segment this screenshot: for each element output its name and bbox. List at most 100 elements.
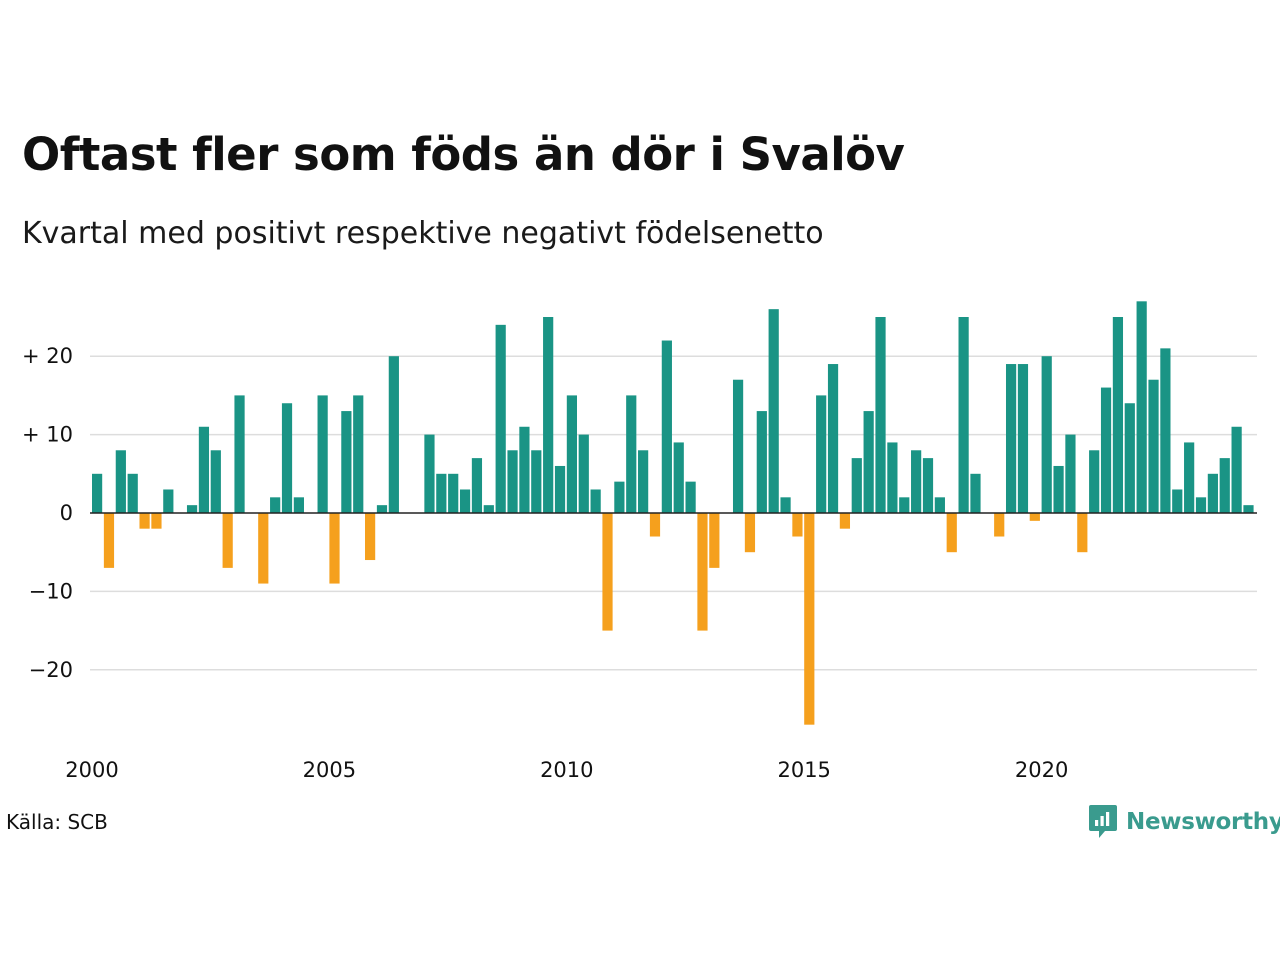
y-tick-label: 0 (60, 501, 73, 525)
bar (1065, 434, 1076, 513)
bar (1041, 356, 1052, 513)
bar (709, 513, 720, 568)
bar (1219, 458, 1230, 513)
x-tick-label: 2020 (1015, 758, 1068, 782)
bar (578, 434, 589, 513)
bar (234, 395, 245, 513)
bar (139, 513, 150, 529)
bar (1077, 513, 1088, 553)
bar (732, 379, 744, 513)
bar (970, 473, 981, 513)
brand-logo[interactable]: Newsworthy (1088, 803, 1280, 841)
bar (151, 513, 162, 529)
bar (697, 513, 708, 631)
bar (1124, 403, 1135, 513)
bar (792, 513, 803, 537)
bar (804, 513, 815, 725)
bar (851, 458, 862, 513)
bar (661, 340, 672, 513)
bar (495, 324, 506, 513)
bar (994, 513, 1005, 537)
bar (424, 434, 435, 513)
bar (1017, 364, 1029, 513)
chart-subtitle: Kvartal med positivt respektive negativt… (22, 216, 824, 251)
bar (638, 450, 649, 513)
bar (602, 513, 613, 631)
x-tick-label: 2000 (65, 758, 118, 782)
bar (258, 513, 269, 584)
bar (566, 395, 577, 513)
bar (554, 465, 566, 513)
bars (92, 301, 1254, 725)
bar (103, 513, 115, 568)
bar (1053, 465, 1064, 513)
newsworthy-logo-icon (1089, 805, 1117, 838)
bar (281, 403, 293, 513)
bar (1231, 426, 1242, 513)
source-note: Källa: SCB (6, 810, 108, 834)
bar (1160, 348, 1171, 513)
bar (198, 426, 210, 513)
y-axis-ticks: + 20 + 10 0 −10 −20 (22, 344, 73, 682)
bar-chart: + 20 + 10 0 −10 −20 2000 2005 2010 2015 2020 (22, 301, 1257, 782)
bar (329, 513, 340, 584)
bar (958, 317, 969, 513)
x-tick-label: 2005 (303, 758, 356, 782)
bar (531, 450, 542, 513)
bar (1195, 497, 1207, 513)
bar (1112, 317, 1124, 513)
bar (673, 442, 684, 513)
bar (685, 481, 696, 513)
x-axis-ticks: 2000 2005 2010 2015 2020 (65, 758, 1068, 782)
bar (507, 450, 518, 513)
bar (899, 497, 910, 513)
bar (519, 426, 530, 513)
bar (827, 364, 839, 513)
bar (626, 395, 637, 513)
bar (543, 317, 554, 513)
bar (922, 458, 934, 513)
x-tick-label: 2015 (777, 758, 830, 782)
bar (1029, 513, 1040, 521)
bar (1148, 379, 1159, 513)
y-tick-label: + 20 (22, 344, 73, 368)
bar (816, 395, 827, 513)
bar (1100, 387, 1112, 513)
bar (1005, 364, 1017, 513)
bar (1172, 489, 1183, 513)
bar (780, 497, 791, 513)
bar (887, 442, 898, 513)
bar (863, 411, 874, 513)
bar (353, 395, 364, 513)
bar (115, 450, 126, 513)
x-tick-label: 2010 (540, 758, 593, 782)
chart-title: Oftast fler som föds än dör i Svalöv (22, 128, 905, 181)
bar (744, 513, 756, 553)
bar (222, 513, 233, 568)
bar (946, 513, 957, 553)
bar (1207, 473, 1218, 513)
bar (1089, 450, 1100, 513)
bar (293, 497, 304, 513)
bar (756, 411, 767, 513)
bar (649, 513, 661, 537)
bar (1243, 505, 1254, 513)
bar (459, 489, 471, 513)
bar (186, 505, 198, 513)
bar (210, 450, 221, 513)
bar (163, 489, 174, 513)
bar (911, 450, 922, 513)
bar (365, 513, 376, 561)
bar (436, 473, 447, 513)
y-tick-label: −20 (29, 658, 73, 682)
bar (448, 473, 459, 513)
bar (92, 473, 103, 513)
brand-name: Newsworthy (1126, 809, 1280, 835)
bar (934, 497, 945, 513)
grid-lines (90, 355, 1257, 671)
bar (1136, 301, 1147, 513)
bar (388, 356, 399, 513)
bar (376, 505, 388, 513)
bar (590, 489, 601, 513)
bar (471, 458, 483, 513)
